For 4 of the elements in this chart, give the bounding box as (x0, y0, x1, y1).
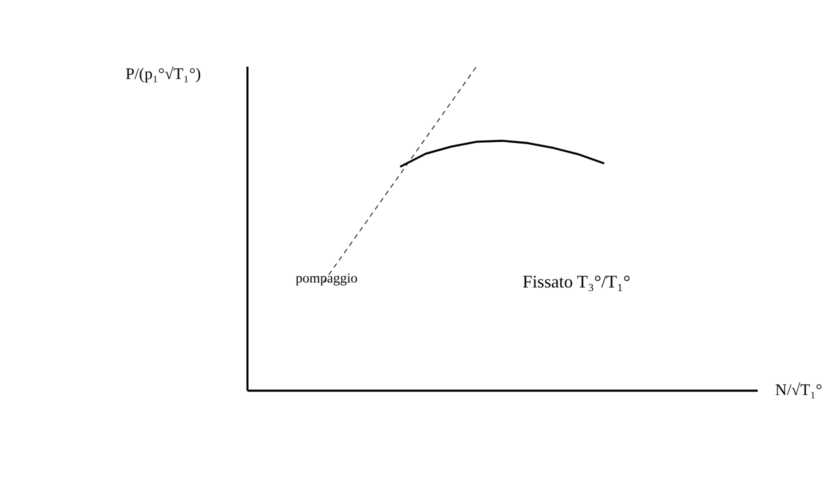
annotation: pompaggio (296, 270, 358, 286)
x-axis-title: N/√T₁° (775, 381, 822, 400)
y-axis-title: P/(p₁°√T₁°) (126, 65, 201, 84)
annotation: Fissato T₃°/T₁° (522, 271, 630, 292)
